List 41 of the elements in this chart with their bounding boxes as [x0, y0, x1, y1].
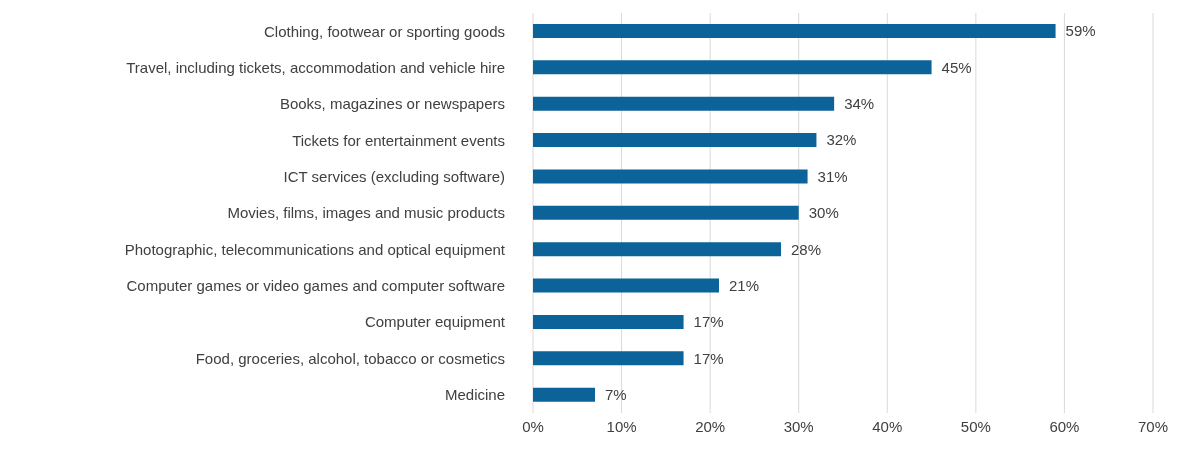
data-label: 17% [693, 313, 724, 331]
y-tick-label: Computer equipment [364, 313, 506, 331]
x-tick-label: 10% [606, 417, 637, 435]
bar [533, 133, 817, 148]
bar [533, 205, 799, 220]
y-tick-label: Food, groceries, alcohol, tobacco or cosmetics [195, 349, 505, 367]
data-label: 21% [729, 276, 760, 294]
y-tick-label: Movies, films, images and music products [227, 204, 505, 222]
bar [533, 387, 595, 402]
data-label: 7% [605, 385, 627, 403]
x-tick-label: 60% [1049, 417, 1080, 435]
data-label: 34% [844, 95, 875, 113]
bar [533, 278, 719, 293]
x-tick-label: 70% [1137, 417, 1169, 435]
x-tick-label: 30% [783, 417, 814, 435]
data-label: 45% [941, 58, 972, 76]
bar [533, 242, 781, 257]
bar [533, 96, 835, 111]
bar [533, 60, 932, 75]
data-label: 32% [826, 131, 857, 149]
bar [533, 169, 808, 184]
y-tick-label: Tickets for entertainment events [292, 131, 505, 149]
x-tick-label: 20% [695, 417, 726, 435]
data-label: 59% [1065, 22, 1096, 40]
bar [533, 314, 684, 329]
y-tick-label: Photographic, telecommunications and optical equipment [124, 240, 506, 258]
data-label: 30% [808, 204, 839, 222]
y-tick-label: ICT services (excluding software) [283, 167, 505, 185]
y-tick-label: Travel, including tickets, accommodation and vehicle hire [126, 58, 505, 76]
bar [533, 24, 1056, 38]
data-label: 17% [693, 349, 724, 367]
x-tick-label: 0% [522, 417, 544, 435]
y-tick-label: Clothing, footwear or sporting goods [264, 22, 505, 40]
y-tick-label: Books, magazines or newspapers [279, 95, 505, 113]
x-tick-label: 50% [960, 417, 991, 435]
data-label: 31% [817, 167, 848, 185]
bar [533, 351, 684, 366]
y-tick-label: Medicine [444, 386, 505, 404]
x-tick-label: 40% [872, 417, 903, 435]
data-label: 28% [791, 240, 822, 258]
y-tick-label: Computer games or video games and computer software [126, 277, 505, 295]
